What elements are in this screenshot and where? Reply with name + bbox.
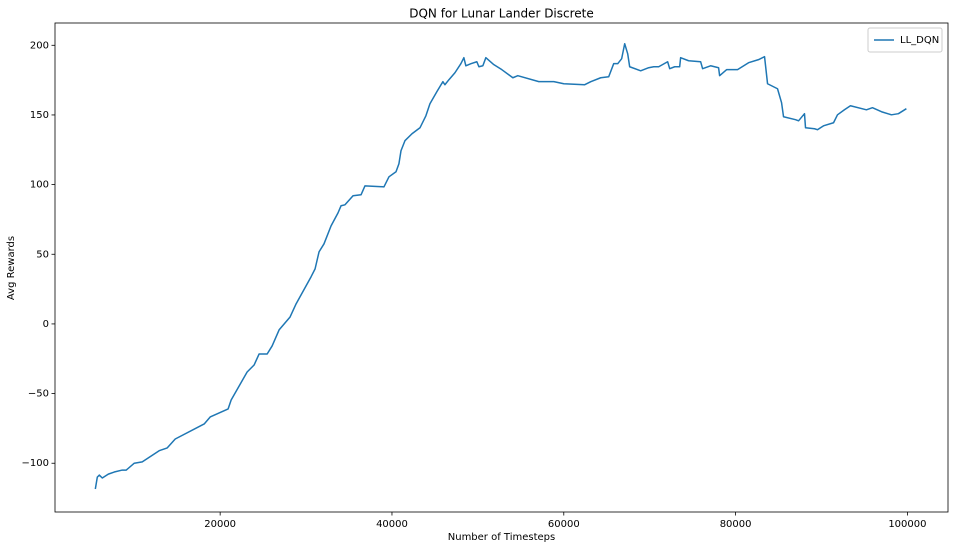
y-tick-label: 100: [30, 180, 49, 191]
y-tick-label: 50: [36, 249, 49, 260]
x-axis-label: Number of Timesteps: [448, 532, 555, 543]
x-tick-label: 100000: [888, 519, 926, 530]
y-tick-label: −50: [28, 389, 49, 400]
axes-frame: [54, 22, 949, 513]
y-tick-label: −100: [22, 458, 49, 469]
legend-label: LL_DQN: [900, 35, 939, 46]
x-tick-label: 80000: [720, 519, 752, 530]
line: [94, 43, 907, 490]
y-tick-label: 0: [43, 319, 49, 330]
x-tick-label: 20000: [204, 519, 236, 530]
y-axis-label: Avg Rewards: [6, 236, 17, 300]
x-tick-label: 60000: [548, 519, 580, 530]
x-tick-label: 40000: [376, 519, 408, 530]
y-tick-label: 150: [30, 110, 49, 121]
legend-box: [867, 27, 943, 53]
chart-title: DQN for Lunar Lander Discrete: [409, 7, 594, 21]
y-tick-label: 200: [30, 40, 49, 51]
